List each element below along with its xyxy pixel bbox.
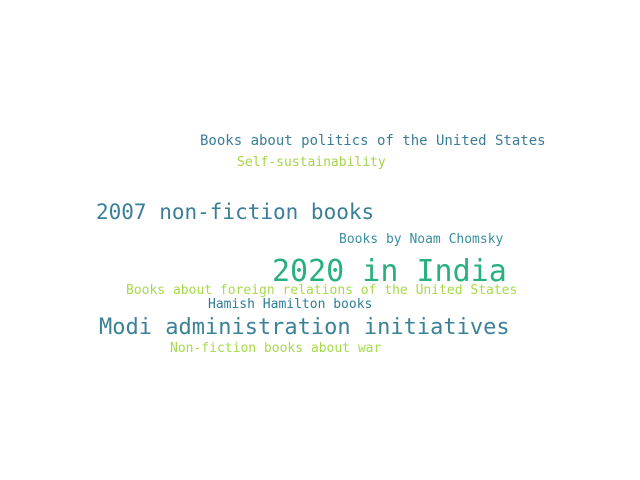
word-books-about-politics-us: Books about politics of the United State… <box>200 133 546 149</box>
word-self-sustainability: Self-sustainability <box>237 155 386 170</box>
word-books-about-foreign-relations-us: Books about foreign relations of the Uni… <box>126 283 518 298</box>
word-2007-non-fiction-books: 2007 non-fiction books <box>96 200 375 224</box>
word-2020-in-india: 2020 in India <box>272 254 507 289</box>
word-books-by-noam-chomsky: Books by Noam Chomsky <box>339 232 504 247</box>
word-hamish-hamilton-books: Hamish Hamilton books <box>208 297 373 312</box>
word-non-fiction-books-about-war: Non-fiction books about war <box>170 341 382 356</box>
word-modi-administration-initiatives: Modi administration initiatives <box>99 315 510 340</box>
